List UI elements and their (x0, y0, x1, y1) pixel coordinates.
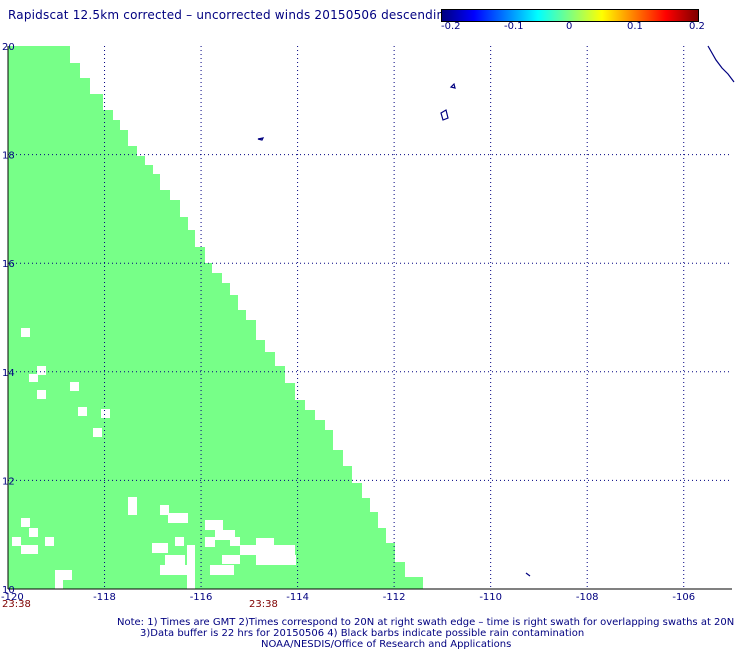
grid-lines (8, 46, 732, 589)
y-tick-label: 20 (2, 42, 15, 53)
x-tick-label: -118 (93, 592, 116, 603)
colorbar-label: 0 (566, 21, 573, 32)
y-tick-label: 18 (2, 151, 15, 162)
footnote-line: 3)Data buffer is 22 hrs for 20150506 4) … (140, 628, 585, 639)
data-gap (78, 407, 87, 416)
colorbar (441, 9, 699, 22)
colorbar-label: 0.2 (689, 21, 705, 32)
y-tick-label: 14 (2, 368, 15, 379)
data-gap (240, 545, 295, 555)
data-gap (160, 505, 169, 515)
data-gap (205, 520, 223, 530)
island-outline (440, 109, 449, 121)
data-gap (45, 537, 54, 546)
data-gap (175, 537, 184, 546)
data-gap (128, 497, 137, 515)
data-gap (37, 390, 46, 399)
x-tick-label: -120 (1, 592, 24, 603)
data-gap (21, 518, 30, 527)
data-gap (187, 545, 195, 589)
x-tick-label: -112 (383, 592, 406, 603)
x-tick-label: -110 (479, 592, 502, 603)
data-gap (21, 545, 38, 554)
swath-area (8, 46, 423, 589)
footnote-line: NOAA/NESDIS/Office of Research and Appli… (261, 639, 512, 650)
data-gap (55, 578, 63, 589)
data-gap (101, 409, 110, 418)
data-gap (93, 428, 102, 437)
coastline (257, 45, 735, 577)
colorbar-label: -0.2 (441, 21, 461, 32)
island-outline (257, 137, 265, 141)
data-gap (70, 382, 79, 391)
map-title: Rapidscat 12.5km corrected – uncorrected… (8, 8, 453, 22)
y-tick-label: 16 (2, 259, 15, 270)
data-gap (205, 537, 215, 547)
data-gap (256, 555, 296, 565)
colorbar-label: 0.1 (627, 21, 643, 32)
y-tick-labels: 20 18 16 14 12 10 (2, 42, 15, 596)
time-label: 23:38 (249, 599, 278, 610)
y-tick-label: 10 (2, 585, 15, 596)
data-gap (222, 555, 240, 564)
data-gap (21, 328, 30, 337)
data-gap (256, 538, 274, 547)
footnote-line: Note: 1) Times are GMT 2)Times correspon… (117, 617, 735, 628)
data-gap (152, 543, 168, 553)
time-label: 23:38 (2, 599, 31, 610)
x-tick-label: -114 (286, 592, 309, 603)
colorbar-label: -0.1 (504, 21, 524, 32)
x-tick-labels: -120 -118 -116 -114 -112 -110 -108 -106 (1, 592, 695, 603)
wind-swath (8, 46, 423, 589)
data-gap (29, 374, 38, 382)
data-gap (215, 530, 235, 540)
island-outline (449, 82, 456, 89)
y-tick-label: 12 (2, 476, 15, 487)
x-tick-label: -108 (576, 592, 599, 603)
coastline-segment (707, 45, 735, 83)
data-gap (230, 537, 240, 546)
data-gap (160, 565, 190, 575)
data-gap (168, 513, 188, 523)
data-gap (37, 366, 46, 375)
data-gap (165, 555, 185, 565)
x-tick-label: -106 (672, 592, 695, 603)
data-gap (29, 528, 38, 537)
island-outline (525, 572, 531, 577)
data-gap (12, 537, 21, 546)
x-tick-label: -116 (190, 592, 213, 603)
data-gap (55, 570, 72, 580)
axes-frame (7, 46, 732, 590)
data-gap (210, 565, 234, 575)
